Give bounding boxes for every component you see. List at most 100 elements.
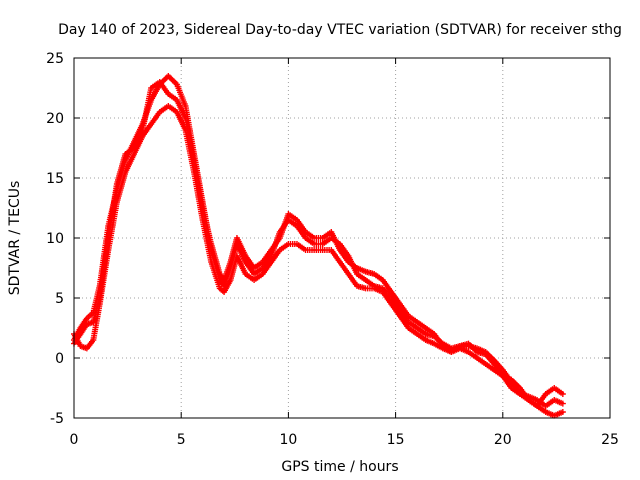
- data-point-fill: [398, 308, 411, 324]
- y-tick-label: 25: [46, 51, 64, 67]
- data-point-fill: [501, 368, 514, 384]
- data-point-fill: [287, 218, 299, 228]
- data-point-fill: [364, 278, 376, 288]
- data-point-fill: [85, 319, 95, 327]
- data-point-fill: [364, 285, 375, 292]
- data-point-fill: [304, 236, 316, 246]
- x-tick-label: 10: [279, 432, 297, 448]
- data-point-fill: [114, 153, 128, 185]
- y-axis-label: SDTVAR / TECUs: [7, 181, 23, 296]
- data-point-fill: [329, 248, 342, 264]
- data-point-fill: [149, 83, 162, 102]
- data-point-fill: [252, 266, 264, 276]
- data-point-fill: [441, 344, 453, 354]
- data-point-fill: [174, 83, 188, 107]
- data-point-fill: [321, 247, 333, 253]
- data-point-fill: [124, 146, 136, 156]
- data-point-fill: [221, 261, 233, 281]
- series-track-3: [71, 79, 566, 409]
- data-point-fill: [313, 241, 324, 247]
- data-point-fill: [167, 92, 179, 102]
- data-point-fill: [484, 362, 496, 372]
- x-tick-label: 20: [494, 432, 512, 448]
- data-point-fill: [277, 213, 291, 239]
- data-point-fill: [389, 296, 402, 312]
- data-point-fill: [381, 278, 394, 294]
- data-point-fill: [492, 368, 505, 378]
- y-tick-label: 10: [46, 231, 64, 247]
- y-tick-label: 15: [46, 171, 64, 187]
- data-point-fill: [260, 260, 273, 276]
- data-point-fill: [252, 260, 264, 270]
- data-point-fill: [407, 320, 419, 330]
- data-point-fill: [287, 241, 298, 247]
- data-point-fill: [338, 260, 351, 276]
- data-point-fill: [234, 236, 248, 258]
- data-point-fill: [398, 314, 411, 330]
- data-point-fill: [544, 398, 556, 408]
- data-point-fill: [295, 224, 308, 240]
- data-point-fill: [509, 380, 522, 396]
- data-point-fill: [222, 278, 233, 294]
- data-point-fill: [166, 74, 179, 86]
- data-point-fill: [346, 272, 359, 288]
- data-point-fill: [459, 343, 470, 349]
- axis-ticks: 0 5 10 15 20 25 -5 0 5 10 15 20 25: [46, 51, 619, 448]
- data-point-fill: [278, 242, 290, 252]
- data-point-fill: [217, 272, 226, 282]
- x-tick-label: 25: [601, 432, 619, 448]
- data-point-fill: [432, 341, 445, 351]
- data-point-fill: [167, 104, 179, 114]
- x-tick-label: 15: [387, 432, 405, 448]
- data-point-fill: [535, 398, 547, 408]
- data-point-fill: [313, 247, 324, 253]
- data-point-fill: [544, 386, 556, 396]
- data-point-fill: [72, 332, 83, 345]
- data-point-fill: [79, 343, 89, 351]
- data-point-fill: [174, 98, 188, 120]
- data-point-fill: [208, 261, 223, 290]
- data-point-fill: [415, 326, 427, 336]
- data-point-fill: [149, 110, 162, 126]
- data-point-fill: [85, 310, 95, 320]
- x-tick-label: 0: [70, 432, 79, 448]
- data-point-fill: [234, 254, 248, 276]
- y-tick-label: 20: [46, 111, 64, 127]
- data-point-fill: [208, 243, 223, 275]
- grid: [74, 58, 610, 418]
- data-point-fill: [85, 338, 95, 350]
- chart-title: Day 140 of 2023, Sidereal Day-to-day VTE…: [58, 22, 622, 38]
- data-point: [559, 400, 566, 407]
- data-point-fill: [218, 286, 226, 294]
- data-point-fill: [105, 183, 120, 239]
- data-point-fill: [372, 272, 384, 282]
- data-point-fill: [158, 80, 171, 96]
- x-tick-label: 5: [177, 432, 186, 448]
- data-point-fill: [131, 128, 145, 150]
- data-point-fill: [492, 359, 505, 372]
- data-point-fill: [295, 242, 307, 252]
- y-tick-label: 0: [55, 351, 64, 367]
- data-point-fill: [355, 272, 367, 282]
- data-point-fill: [158, 104, 170, 114]
- data-point: [559, 409, 566, 415]
- data-point-fill: [140, 87, 154, 131]
- data-point-fill: [200, 219, 214, 263]
- data-point-fill: [287, 212, 299, 222]
- data-point-fill: [338, 248, 351, 264]
- y-tick-label: 5: [55, 291, 64, 307]
- data-point-fill: [313, 235, 324, 241]
- data-point-fill: [424, 326, 436, 336]
- data-point-fill: [90, 297, 103, 323]
- data-point-fill: [407, 326, 419, 336]
- data-point-fill: [260, 254, 273, 270]
- data-point-fill: [389, 290, 402, 306]
- data-point-fill: [381, 290, 394, 306]
- data-point-fill: [200, 207, 214, 245]
- data-point-fill: [450, 344, 462, 354]
- data-point-fill: [415, 320, 427, 330]
- data-point-fill: [432, 332, 445, 348]
- data-point-fill: [467, 350, 479, 360]
- data-point: [559, 391, 566, 397]
- data-point-fill: [398, 302, 411, 318]
